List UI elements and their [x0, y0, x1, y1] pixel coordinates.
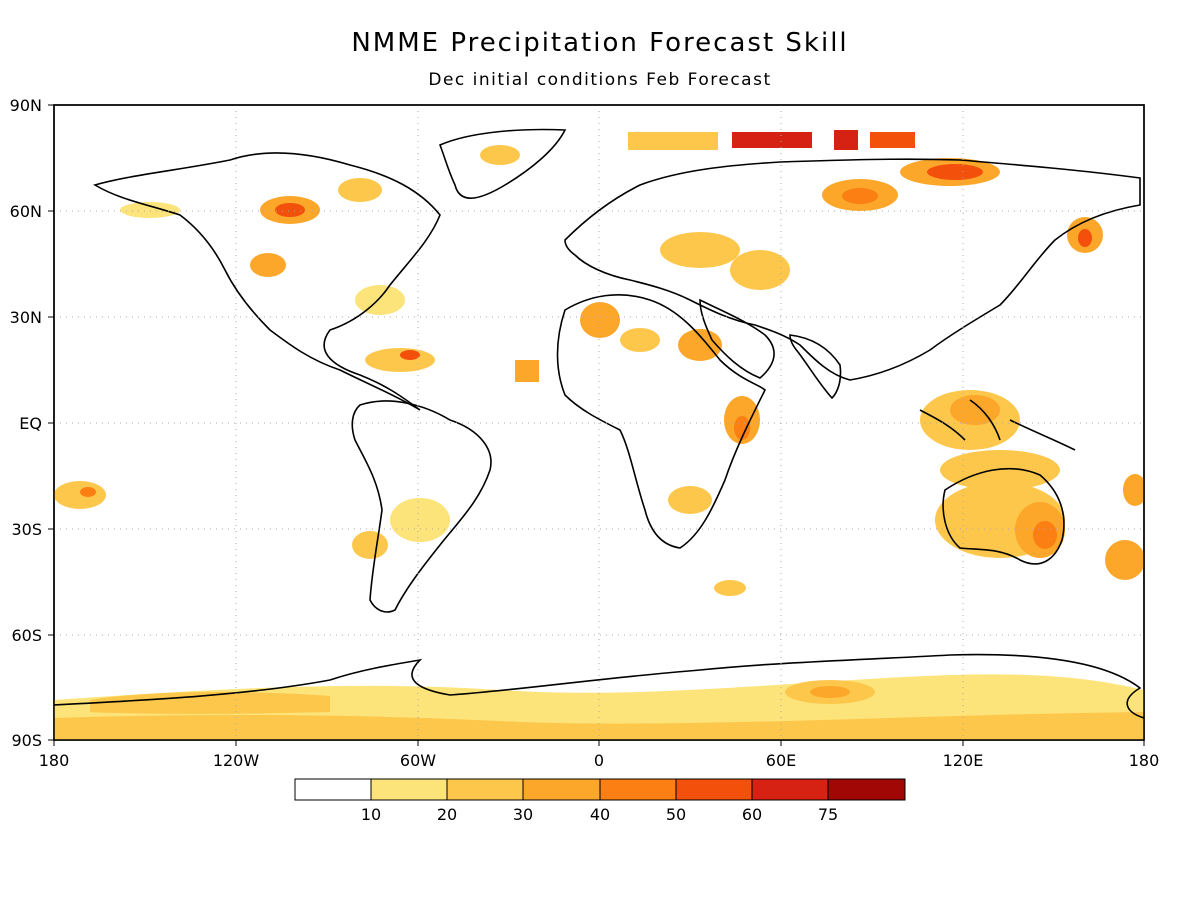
- legend-swatch-7: [827, 778, 906, 801]
- legend-label-60: 60: [742, 805, 762, 824]
- lat-label-30n: 30N: [10, 308, 42, 327]
- skill-patch-south-africa: [668, 486, 712, 514]
- skill-patch-atlantic-box: [515, 360, 539, 382]
- skill-patch-canada-core: [275, 203, 305, 217]
- skill-patch-eastern-us: [355, 285, 405, 315]
- coast-greenland: [438, 128, 567, 199]
- skill-patch-arctic-3: [870, 132, 915, 148]
- lat-label-90s: 90S: [11, 731, 42, 750]
- skill-patch-east-pacific: [1123, 474, 1144, 506]
- skill-patch-arctic-2: [834, 130, 858, 150]
- skill-patch-antarctica-west: [90, 691, 330, 714]
- skill-patch-north-australia: [940, 450, 1060, 490]
- coast-maritime-islands: [919, 399, 1076, 451]
- skill-field: [54, 130, 1144, 740]
- skill-patch-caribbean: [365, 348, 435, 372]
- legend-label-20: 20: [437, 805, 457, 824]
- coast-antarctica: [54, 653, 1144, 719]
- coast-south-america: [351, 400, 492, 613]
- skill-patch-rockies: [250, 253, 286, 277]
- skill-patch-arctic-1: [732, 132, 812, 148]
- legend-label-10: 10: [361, 805, 381, 824]
- skill-patch-east-australia-core: [1033, 521, 1057, 549]
- skill-patch-pacific-west-core: [80, 487, 96, 497]
- skill-patch-hudson: [338, 178, 382, 202]
- coast-africa: [556, 294, 766, 549]
- skill-patch-west-siberia-core: [842, 188, 878, 204]
- lat-label-60n: 60N: [10, 202, 42, 221]
- coast-australia: [942, 467, 1065, 565]
- lon-tick-marks: [53, 740, 1145, 746]
- legend-swatch-1: [370, 778, 448, 801]
- map-subtitle: Dec initial conditions Feb Forecast: [428, 70, 772, 90]
- coast-north-america: [93, 152, 441, 411]
- legend-swatch-3: [522, 778, 601, 801]
- coast-india: [789, 334, 842, 400]
- lon-label-180e: 180: [1129, 751, 1160, 770]
- lat-label-90n: 90N: [10, 96, 42, 115]
- legend-label-30: 30: [513, 805, 533, 824]
- legend-swatch-4: [599, 778, 677, 801]
- skill-patch-europe: [660, 232, 740, 268]
- skill-patch-central-asia: [730, 250, 790, 290]
- legend-swatch-0: [294, 778, 372, 801]
- legend-swatch-5: [675, 778, 753, 801]
- coast-arabia: [699, 298, 775, 379]
- skill-patch-egypt: [620, 328, 660, 352]
- skill-patch-caribbean-core: [400, 350, 420, 360]
- coast-eurasia: [564, 158, 1141, 381]
- skill-patch-antarctica-inner: [54, 712, 1144, 740]
- skill-patch-pacific-west: [54, 481, 106, 509]
- legend-swatch-2: [446, 778, 524, 801]
- lat-label-30s: 30S: [11, 520, 42, 539]
- skill-patch-east-africa-core: [734, 416, 750, 440]
- skill-patch-sahara: [580, 302, 620, 338]
- lon-label-60e: 60E: [766, 751, 796, 770]
- skill-patch-new-zealand: [1105, 540, 1144, 580]
- coastlines: [54, 128, 1144, 719]
- map-title: NMME Precipitation Forecast Skill: [351, 28, 849, 58]
- skill-patch-siberia-core: [927, 164, 983, 180]
- color-legend: [294, 778, 906, 801]
- skill-patch-alaska: [120, 202, 180, 218]
- lon-label-120e: 120E: [943, 751, 984, 770]
- lat-tick-marks: [48, 104, 54, 741]
- skill-patch-south-atlantic: [714, 580, 746, 596]
- skill-patch-maritime-core: [950, 395, 1000, 425]
- skill-patch-south-america: [390, 498, 450, 542]
- lon-label-60w: 60W: [400, 751, 436, 770]
- lat-label-60s: 60S: [11, 626, 42, 645]
- skill-patch-antarctica-east-core: [810, 686, 850, 698]
- legend-label-75: 75: [818, 805, 838, 824]
- lat-label-eq: EQ: [19, 414, 42, 433]
- lon-label-120w: 120W: [213, 751, 260, 770]
- lon-label-180w: 180: [39, 751, 70, 770]
- skill-patch-patagonia: [352, 531, 388, 559]
- legend-label-50: 50: [666, 805, 686, 824]
- legend-swatch-6: [751, 778, 829, 801]
- skill-patch-kamchatka-core: [1078, 229, 1092, 247]
- skill-patch-arctic-4: [628, 132, 718, 150]
- lon-label-0: 0: [594, 751, 604, 770]
- legend-label-40: 40: [590, 805, 610, 824]
- skill-patch-greenland: [480, 145, 520, 165]
